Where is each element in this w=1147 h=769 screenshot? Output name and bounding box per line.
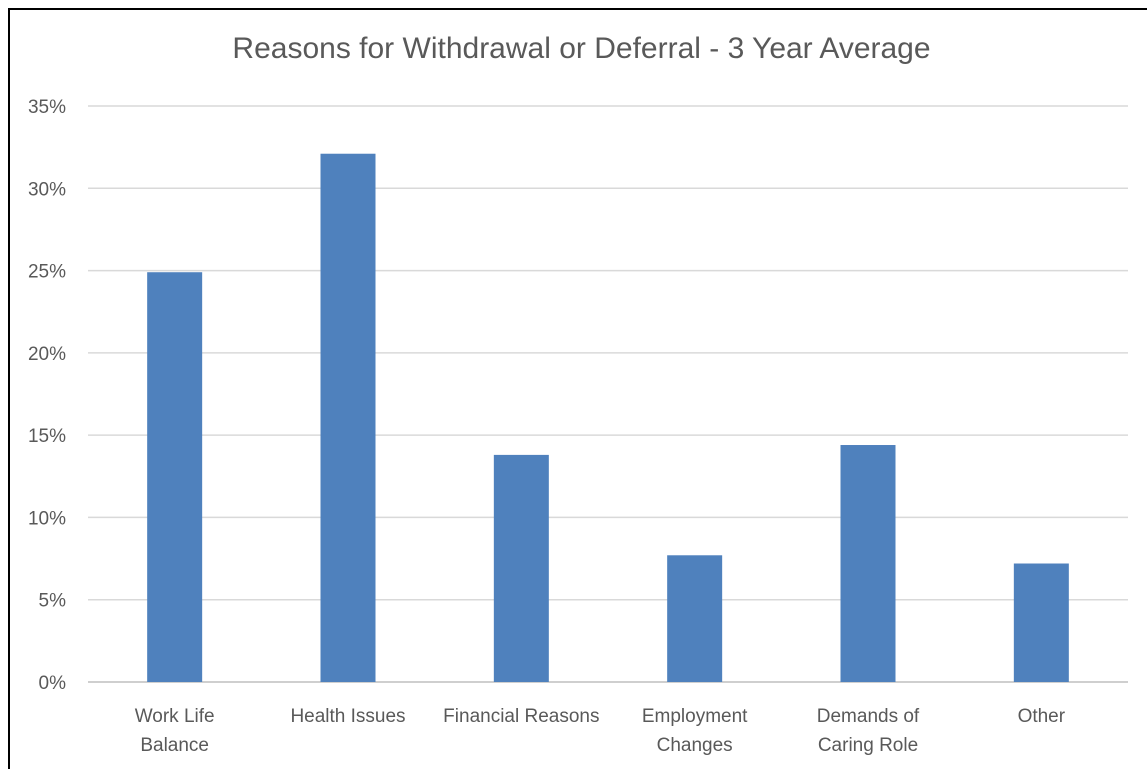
y-tick-label: 35% — [28, 97, 66, 118]
y-tick-label: 5% — [39, 591, 67, 612]
x-category-label: Other — [1018, 706, 1066, 727]
bar — [840, 445, 896, 682]
bar — [147, 272, 203, 682]
y-tick-label: 15% — [28, 426, 66, 447]
bar — [1013, 563, 1069, 682]
bar — [493, 454, 549, 682]
x-category-label: Employment — [642, 706, 748, 727]
bar — [667, 555, 723, 682]
chart-title: Reasons for Withdrawal or Deferral - 3 Y… — [232, 32, 931, 65]
bar — [320, 153, 376, 682]
y-tick-label: 10% — [28, 508, 66, 529]
x-category-label: Caring Role — [818, 735, 918, 756]
x-category-label: Work Life — [135, 706, 215, 727]
y-tick-label: 25% — [28, 262, 66, 283]
x-category-label: Demands of — [817, 706, 920, 727]
y-tick-label: 0% — [39, 673, 67, 694]
x-category-label: Changes — [657, 735, 733, 756]
y-tick-label: 30% — [28, 179, 66, 200]
x-category-label: Health Issues — [290, 706, 405, 727]
y-tick-label: 20% — [28, 344, 66, 365]
x-category-label: Financial Reasons — [443, 706, 599, 727]
x-category-label: Balance — [140, 735, 209, 756]
